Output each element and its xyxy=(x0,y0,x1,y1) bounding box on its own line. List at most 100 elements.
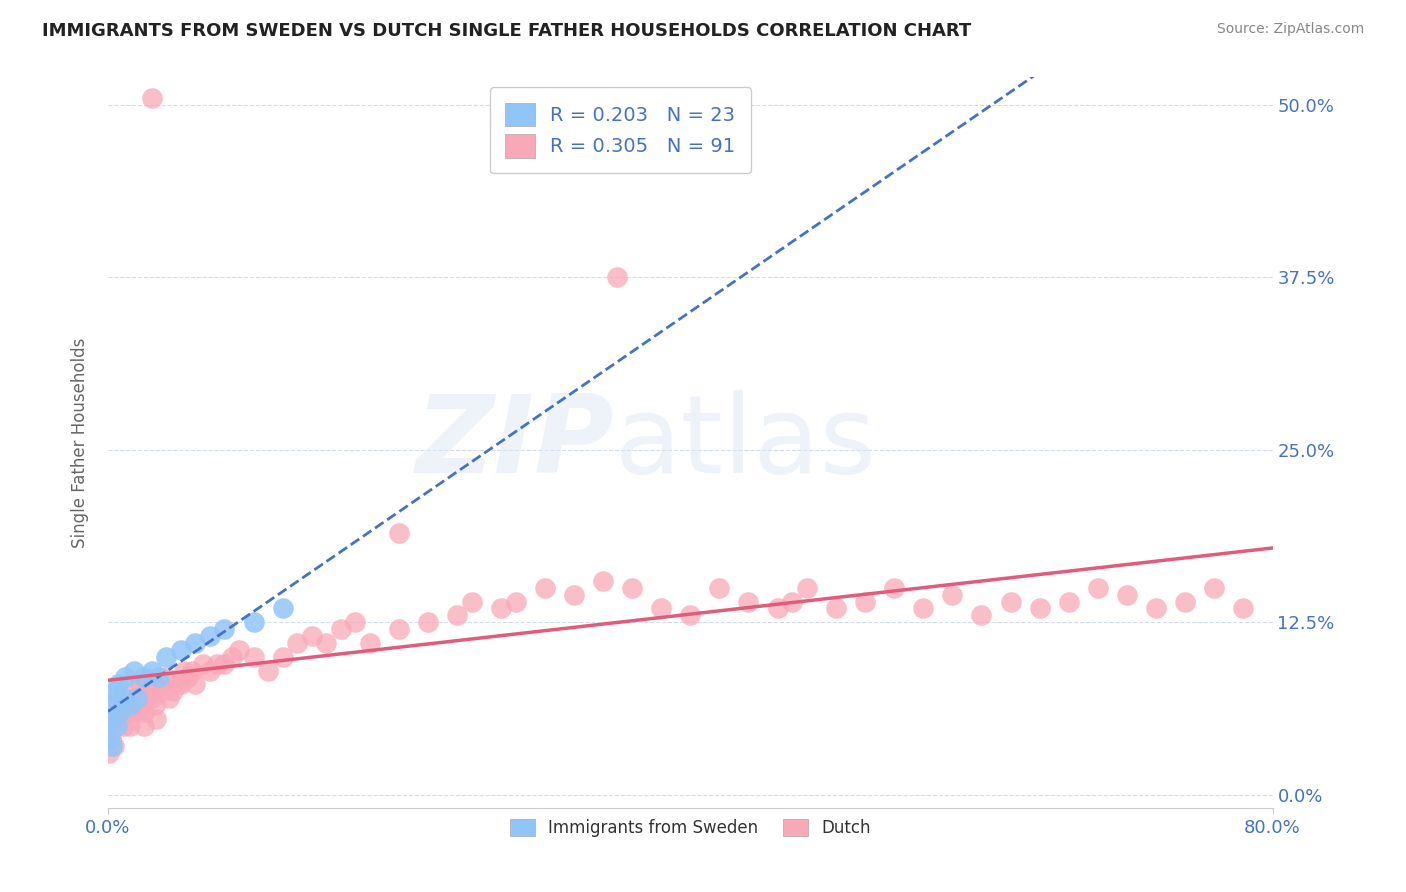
Point xyxy=(709,581,731,595)
Point xyxy=(131,698,153,712)
Text: Source: ZipAtlas.com: Source: ZipAtlas.com xyxy=(1216,22,1364,37)
Point xyxy=(135,691,157,706)
Point xyxy=(134,705,156,719)
Point xyxy=(1174,594,1197,608)
Y-axis label: Single Father Households: Single Father Households xyxy=(72,338,89,548)
Legend: Immigrants from Sweden, Dutch: Immigrants from Sweden, Dutch xyxy=(503,813,877,844)
Point xyxy=(141,691,163,706)
Point xyxy=(533,581,555,595)
Point xyxy=(191,657,214,671)
Point xyxy=(418,615,440,630)
Point xyxy=(824,601,846,615)
Point xyxy=(461,594,484,608)
Point xyxy=(214,657,236,671)
Point xyxy=(184,636,207,650)
Text: IMMIGRANTS FROM SWEDEN VS DUTCH SINGLE FATHER HOUSEHOLDS CORRELATION CHART: IMMIGRANTS FROM SWEDEN VS DUTCH SINGLE F… xyxy=(42,22,972,40)
Point xyxy=(155,670,177,684)
Point xyxy=(167,677,190,691)
Point xyxy=(883,581,905,595)
Point xyxy=(127,691,149,706)
Point xyxy=(118,705,141,719)
Point xyxy=(122,684,145,698)
Point xyxy=(315,636,337,650)
Point xyxy=(221,649,243,664)
Point xyxy=(271,601,294,615)
Point xyxy=(606,270,628,285)
Point xyxy=(198,664,221,678)
Point xyxy=(912,601,935,615)
Point xyxy=(143,698,166,712)
Point xyxy=(103,739,125,754)
Point xyxy=(329,622,352,636)
Point xyxy=(1232,601,1254,615)
Point xyxy=(134,719,156,733)
Point xyxy=(562,588,585,602)
Point xyxy=(1087,581,1109,595)
Point xyxy=(1116,588,1139,602)
Point xyxy=(104,705,127,719)
Point xyxy=(1028,601,1050,615)
Point xyxy=(148,677,170,691)
Point xyxy=(1000,594,1022,608)
Point xyxy=(157,691,180,706)
Point xyxy=(155,649,177,664)
Point xyxy=(271,649,294,664)
Point xyxy=(148,670,170,684)
Point xyxy=(177,670,200,684)
Point xyxy=(205,657,228,671)
Text: ZIP: ZIP xyxy=(416,390,614,496)
Point xyxy=(505,594,527,608)
Point xyxy=(650,601,672,615)
Point xyxy=(104,684,127,698)
Point xyxy=(115,705,138,719)
Point xyxy=(100,732,122,747)
Point xyxy=(242,615,264,630)
Point xyxy=(766,601,789,615)
Point xyxy=(101,719,124,733)
Point xyxy=(108,712,131,726)
Point xyxy=(129,677,152,691)
Point xyxy=(128,691,150,706)
Point xyxy=(134,670,156,684)
Point xyxy=(100,732,122,747)
Point xyxy=(118,698,141,712)
Point xyxy=(1144,601,1167,615)
Point xyxy=(111,698,134,712)
Point xyxy=(111,691,134,706)
Point xyxy=(112,719,135,733)
Point xyxy=(796,581,818,595)
Point xyxy=(98,732,121,747)
Point xyxy=(105,719,128,733)
Point xyxy=(105,691,128,706)
Point xyxy=(142,677,165,691)
Point xyxy=(118,719,141,733)
Point xyxy=(242,649,264,664)
Point xyxy=(120,698,142,712)
Point xyxy=(388,525,411,540)
Point xyxy=(853,594,876,608)
Point xyxy=(257,664,280,678)
Point xyxy=(173,664,195,678)
Point xyxy=(184,677,207,691)
Point xyxy=(301,629,323,643)
Point xyxy=(170,677,193,691)
Point xyxy=(679,608,702,623)
Point xyxy=(114,691,136,706)
Point xyxy=(101,739,124,754)
Point xyxy=(214,622,236,636)
Point xyxy=(198,629,221,643)
Point xyxy=(141,664,163,678)
Text: atlas: atlas xyxy=(614,390,876,496)
Point xyxy=(114,670,136,684)
Point xyxy=(141,91,163,105)
Point xyxy=(285,636,308,650)
Point xyxy=(621,581,644,595)
Point xyxy=(145,712,167,726)
Point xyxy=(1204,581,1226,595)
Point xyxy=(127,705,149,719)
Point xyxy=(98,746,121,760)
Point xyxy=(110,705,132,719)
Point xyxy=(592,574,614,588)
Point xyxy=(181,664,204,678)
Point xyxy=(780,594,803,608)
